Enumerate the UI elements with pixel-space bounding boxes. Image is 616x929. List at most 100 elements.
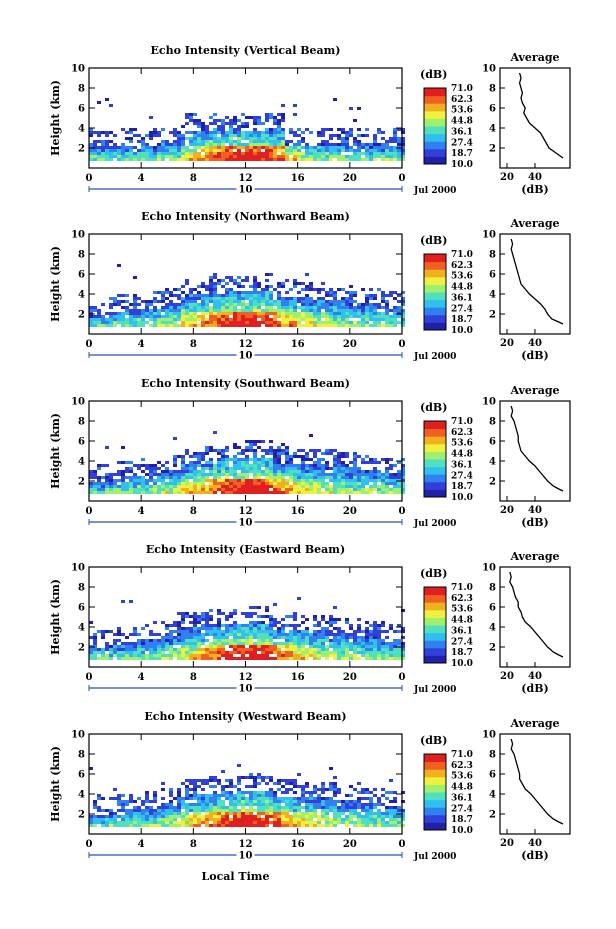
- heatmap-cell: [121, 324, 125, 327]
- heatmap-cell: [237, 800, 241, 803]
- heatmap-cell: [285, 788, 289, 791]
- heatmap-cell: [365, 146, 369, 149]
- average-x-unit: (dB): [521, 183, 548, 196]
- heatmap-cell: [253, 470, 257, 473]
- heatmap-cell: [133, 633, 137, 636]
- heatmap-cell: [93, 491, 97, 494]
- heatmap-cell: [213, 624, 217, 627]
- y-tick-label: 10: [71, 230, 85, 241]
- colorbar-swatch: [424, 754, 446, 763]
- heatmap-cell: [289, 312, 293, 315]
- heatmap-cell: [381, 639, 385, 642]
- heatmap-cell: [205, 806, 209, 809]
- heatmap-cell: [377, 821, 381, 824]
- heatmap-cell: [349, 470, 353, 473]
- heatmap-cell: [177, 476, 181, 479]
- colorbar-label: 10.0: [451, 659, 473, 669]
- average-x-tick-label: 20: [500, 838, 514, 849]
- heatmap-cell: [273, 651, 277, 654]
- heatmap-cell: [329, 767, 333, 770]
- heatmap-cell: [225, 470, 229, 473]
- heatmap-cell: [249, 815, 253, 818]
- heatmap-cell: [169, 636, 173, 639]
- heatmap-cell: [177, 612, 181, 615]
- heatmap-cell: [329, 143, 333, 146]
- heatmap-cell: [289, 809, 293, 812]
- colorbar-frame: [423, 420, 447, 498]
- heatmap-cell: [401, 651, 405, 654]
- heatmap-cell: [101, 809, 105, 812]
- heatmap-cell: [157, 479, 161, 482]
- heatmap-cell: [305, 818, 309, 821]
- heatmap-cell: [253, 131, 257, 134]
- heatmap-cell: [341, 630, 345, 633]
- heatmap-cell: [141, 803, 145, 806]
- heatmap-cell: [389, 464, 393, 467]
- heatmap-cell: [281, 779, 285, 782]
- heatmap-cell: [101, 143, 105, 146]
- heatmap-cell: [337, 627, 341, 630]
- heatmap-cell: [401, 324, 405, 327]
- heatmap-cell: [237, 824, 241, 827]
- x-tick-label: 0: [399, 839, 406, 850]
- heatmap-cell: [277, 122, 281, 125]
- heatmap-cell: [329, 621, 333, 624]
- heatmap-cell: [361, 818, 365, 821]
- heatmap-cell: [233, 152, 237, 155]
- heatmap-cell: [133, 479, 137, 482]
- heatmap-cell: [185, 303, 189, 306]
- heatmap-cell: [149, 818, 153, 821]
- heatmap-cell: [261, 470, 265, 473]
- heatmap-cell: [173, 654, 177, 657]
- heatmap-cell: [277, 654, 281, 657]
- heatmap-cell: [205, 800, 209, 803]
- heatmap-cell: [317, 458, 321, 461]
- heatmap-cell: [325, 824, 329, 827]
- heatmap-cell: [237, 158, 241, 161]
- heatmap-cell: [257, 627, 261, 630]
- heatmap-cell: [297, 797, 301, 800]
- heatmap-cell: [393, 654, 397, 657]
- heatmap-cell: [197, 642, 201, 645]
- heatmap-cell: [249, 485, 253, 488]
- heatmap-cell: [317, 318, 321, 321]
- heatmap-cell: [237, 657, 241, 660]
- heatmap-cell: [213, 491, 217, 494]
- heatmap-cell: [253, 461, 257, 464]
- heatmap-cell: [401, 815, 405, 818]
- heatmap-cell: [325, 636, 329, 639]
- heatmap-cell: [281, 119, 285, 122]
- heatmap-cell: [213, 467, 217, 470]
- heatmap-cell: [177, 482, 181, 485]
- heatmap-cell: [257, 630, 261, 633]
- heatmap-cell: [213, 482, 217, 485]
- heatmap-cell: [185, 642, 189, 645]
- heatmap-cell: [333, 809, 337, 812]
- heatmap-cell: [205, 812, 209, 815]
- heatmap-cell: [217, 654, 221, 657]
- heatmap-cell: [341, 485, 345, 488]
- heatmap-cell: [201, 818, 205, 821]
- heatmap-cell: [197, 125, 201, 128]
- heatmap-cell: [205, 630, 209, 633]
- heatmap-cell: [217, 306, 221, 309]
- heatmap-cell: [293, 654, 297, 657]
- heatmap-cell: [293, 146, 297, 149]
- colorbar-swatch: [424, 784, 446, 793]
- heatmap-cell: [341, 639, 345, 642]
- heatmap-cell: [397, 639, 401, 642]
- colorbar-label: 18.7: [451, 482, 473, 492]
- heatmap-cell: [317, 633, 321, 636]
- heatmap-cell: [357, 782, 361, 785]
- heatmap-cell: [309, 645, 313, 648]
- heatmap-cell: [185, 791, 189, 794]
- heatmap-cell: [233, 612, 237, 615]
- heatmap-cell: [193, 624, 197, 627]
- heatmap-cell: [229, 645, 233, 648]
- heatmap-cell: [217, 125, 221, 128]
- heatmap-cell: [289, 300, 293, 303]
- heatmap-cell: [261, 651, 265, 654]
- heatmap-cell: [221, 794, 225, 797]
- heatmap-cell: [201, 642, 205, 645]
- heatmap-cell: [341, 140, 345, 143]
